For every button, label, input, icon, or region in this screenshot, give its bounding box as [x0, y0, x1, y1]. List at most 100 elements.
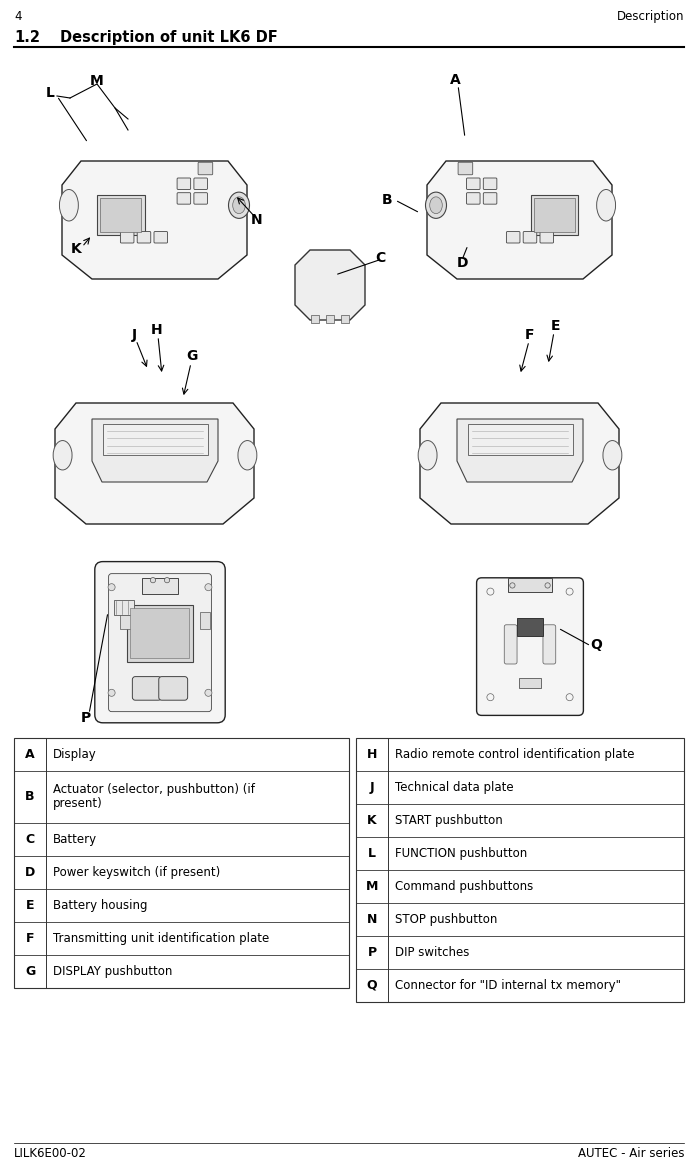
Circle shape: [165, 578, 170, 583]
Text: N: N: [367, 913, 377, 926]
Text: 1.2: 1.2: [14, 30, 40, 45]
Ellipse shape: [426, 192, 447, 219]
Polygon shape: [295, 250, 365, 320]
Polygon shape: [62, 160, 247, 279]
Text: Power keyswitch (if present): Power keyswitch (if present): [53, 866, 221, 879]
FancyBboxPatch shape: [138, 231, 151, 243]
FancyBboxPatch shape: [477, 578, 584, 715]
Ellipse shape: [418, 441, 437, 470]
Bar: [101, 198, 142, 231]
Text: F: F: [26, 932, 34, 946]
Bar: [14, 739, 349, 989]
Text: K: K: [70, 242, 82, 256]
Text: Battery housing: Battery housing: [53, 899, 147, 912]
FancyBboxPatch shape: [540, 231, 554, 243]
Text: D: D: [25, 866, 35, 879]
FancyBboxPatch shape: [524, 231, 537, 243]
Bar: [142, 578, 177, 594]
Text: P: P: [81, 711, 91, 725]
FancyBboxPatch shape: [507, 231, 520, 243]
FancyBboxPatch shape: [198, 163, 213, 174]
Ellipse shape: [232, 197, 245, 214]
Text: B: B: [382, 193, 392, 207]
Bar: [200, 612, 210, 629]
Text: B: B: [25, 791, 35, 804]
Text: D: D: [456, 256, 468, 270]
Bar: [356, 739, 684, 1003]
FancyBboxPatch shape: [466, 193, 480, 205]
Bar: [517, 618, 543, 636]
Bar: [341, 315, 349, 323]
Text: Q: Q: [590, 638, 602, 652]
FancyBboxPatch shape: [194, 178, 207, 190]
FancyBboxPatch shape: [177, 193, 191, 205]
Circle shape: [108, 584, 115, 591]
Text: P: P: [367, 946, 376, 959]
Text: Command pushbuttons: Command pushbuttons: [395, 880, 533, 893]
Text: DISPLAY pushbutton: DISPLAY pushbutton: [53, 965, 172, 978]
Bar: [120, 612, 131, 629]
Text: present): present): [53, 798, 103, 811]
Ellipse shape: [238, 441, 257, 470]
Polygon shape: [55, 404, 254, 525]
Circle shape: [510, 583, 515, 588]
Polygon shape: [92, 419, 218, 481]
Text: L: L: [368, 847, 376, 859]
Text: J: J: [131, 328, 137, 342]
Text: Description of unit LK6 DF: Description of unit LK6 DF: [60, 30, 278, 45]
Bar: [468, 423, 572, 455]
Ellipse shape: [430, 197, 443, 214]
Ellipse shape: [603, 441, 622, 470]
Text: LILK6E00-02: LILK6E00-02: [14, 1147, 87, 1160]
Bar: [326, 315, 334, 323]
Bar: [130, 608, 189, 658]
FancyBboxPatch shape: [543, 625, 556, 664]
Text: G: G: [186, 349, 198, 363]
Circle shape: [205, 584, 212, 591]
Text: Q: Q: [366, 979, 378, 992]
FancyBboxPatch shape: [109, 573, 211, 712]
Ellipse shape: [59, 190, 78, 221]
FancyBboxPatch shape: [483, 193, 497, 205]
Circle shape: [108, 690, 115, 697]
FancyBboxPatch shape: [483, 178, 497, 190]
Text: A: A: [25, 748, 35, 761]
Bar: [530, 194, 578, 235]
Circle shape: [205, 690, 212, 697]
Text: AUTEC - Air series: AUTEC - Air series: [577, 1147, 684, 1160]
Text: J: J: [370, 782, 374, 794]
Polygon shape: [457, 419, 583, 481]
Text: Battery: Battery: [53, 833, 97, 846]
Text: Radio remote control identification plate: Radio remote control identification plat…: [395, 748, 634, 761]
Circle shape: [545, 583, 550, 588]
Text: A: A: [450, 73, 461, 87]
Bar: [508, 578, 552, 592]
Bar: [534, 198, 574, 231]
Text: F: F: [526, 328, 535, 342]
FancyBboxPatch shape: [120, 231, 134, 243]
Text: M: M: [90, 74, 104, 88]
Bar: [126, 605, 193, 662]
FancyBboxPatch shape: [177, 178, 191, 190]
Text: Description: Description: [616, 10, 684, 23]
Bar: [311, 315, 319, 323]
FancyBboxPatch shape: [154, 231, 168, 243]
FancyBboxPatch shape: [133, 677, 161, 700]
Text: L: L: [45, 86, 54, 100]
Text: N: N: [251, 213, 263, 227]
Polygon shape: [427, 160, 612, 279]
Text: FUNCTION pushbutton: FUNCTION pushbutton: [395, 847, 527, 859]
Polygon shape: [420, 404, 619, 525]
Text: H: H: [367, 748, 377, 761]
Text: 4: 4: [14, 10, 22, 23]
Bar: [103, 423, 207, 455]
FancyBboxPatch shape: [158, 677, 188, 700]
FancyBboxPatch shape: [458, 163, 473, 174]
Text: E: E: [26, 899, 34, 912]
Text: M: M: [366, 880, 378, 893]
Text: H: H: [151, 323, 163, 337]
Text: C: C: [25, 833, 35, 846]
Text: DIP switches: DIP switches: [395, 946, 469, 959]
Text: START pushbutton: START pushbutton: [395, 814, 503, 827]
Ellipse shape: [228, 192, 249, 219]
